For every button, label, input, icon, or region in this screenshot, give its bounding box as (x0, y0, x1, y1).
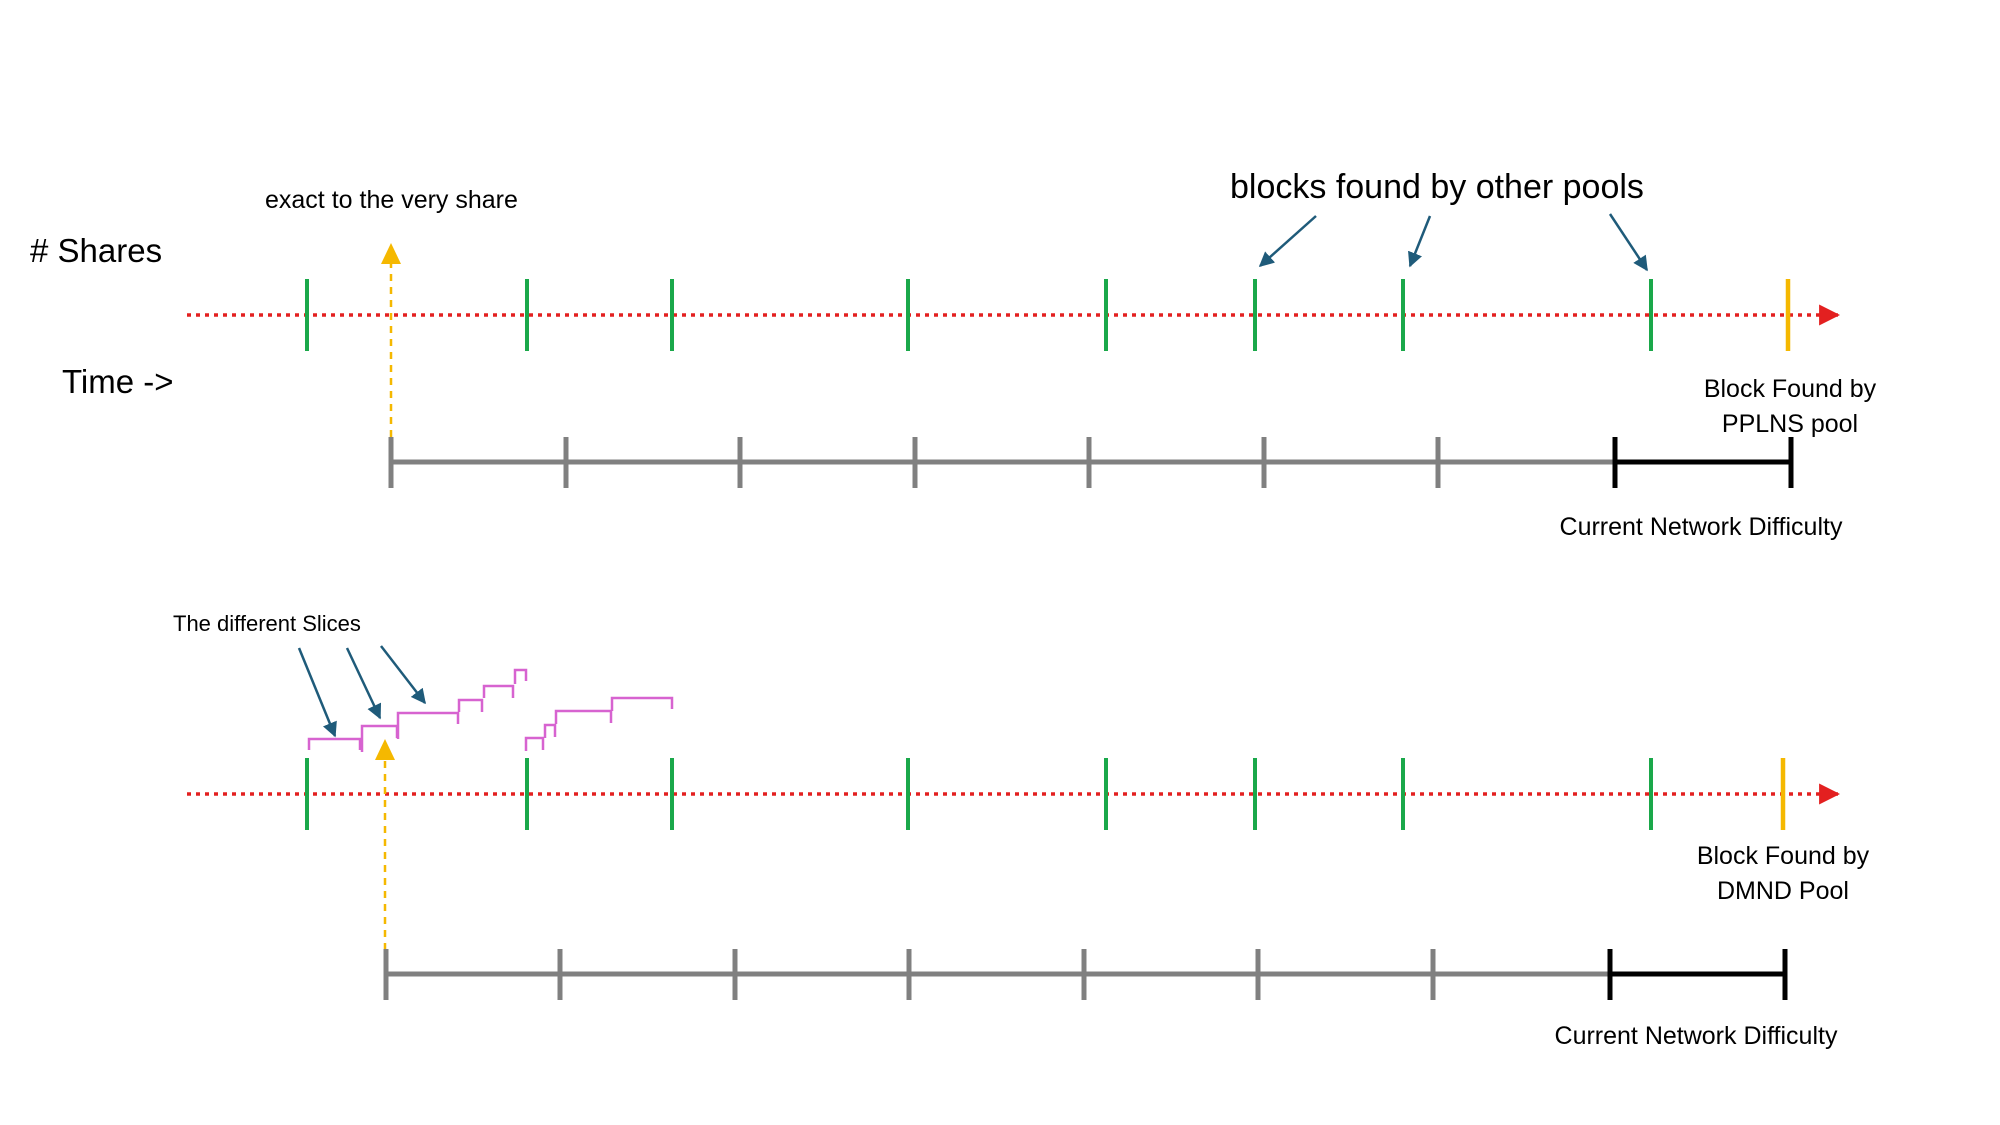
annotation-arrow (1258, 215, 1317, 267)
pplns-block-label-line1: Block Found by (1704, 375, 1877, 403)
slices (307, 668, 674, 752)
annotation-arrow (380, 645, 426, 705)
dmnd-block-label-line1: Block Found by (1697, 842, 1870, 870)
difficulty-label-top: Current Network Difficulty (1560, 513, 1843, 541)
other-pools-arrows (1258, 213, 1649, 272)
dmnd-window (383, 949, 1788, 1000)
difficulty-segment-bottom (1607, 949, 1788, 1000)
share-pointer-arrowhead-bottom (375, 739, 395, 760)
slice (396, 711, 460, 739)
time-label: Time -> (62, 363, 174, 400)
difficulty-label-bottom: Current Network Difficulty (1555, 1022, 1838, 1050)
pplns-window (388, 437, 1794, 488)
dmnd-block-label-line2: DMND Pool (1717, 877, 1849, 905)
slices-label: The different Slices (173, 611, 361, 636)
slice (554, 709, 613, 724)
slice (360, 724, 399, 752)
exact-share-label: exact to the very share (265, 186, 518, 214)
difficulty-segment-top (1612, 437, 1794, 488)
dmnd-section: The different Slices (173, 611, 1870, 1050)
slices-arrows (297, 645, 426, 738)
shares-label: # Shares (30, 232, 162, 269)
slice (457, 698, 484, 712)
slice (543, 723, 557, 738)
slice (307, 737, 362, 750)
pplns-block-label-line2: PPLNS pool (1722, 410, 1858, 438)
pplns-section: # Shares Time -> exact to the very share… (30, 168, 1877, 541)
slice (482, 684, 515, 698)
slice (524, 736, 545, 751)
other-pool-blocks-bottom (305, 758, 1653, 830)
other-pool-blocks-top (305, 279, 1653, 351)
slice (513, 668, 528, 684)
annotation-arrow (1608, 213, 1649, 272)
share-pointer-arrowhead-top (381, 243, 401, 264)
annotation-arrow (297, 647, 337, 738)
annotation-arrow (1408, 215, 1432, 268)
slice (610, 696, 674, 711)
annotation-arrow (345, 647, 382, 720)
other-pools-label: blocks found by other pools (1230, 168, 1644, 206)
